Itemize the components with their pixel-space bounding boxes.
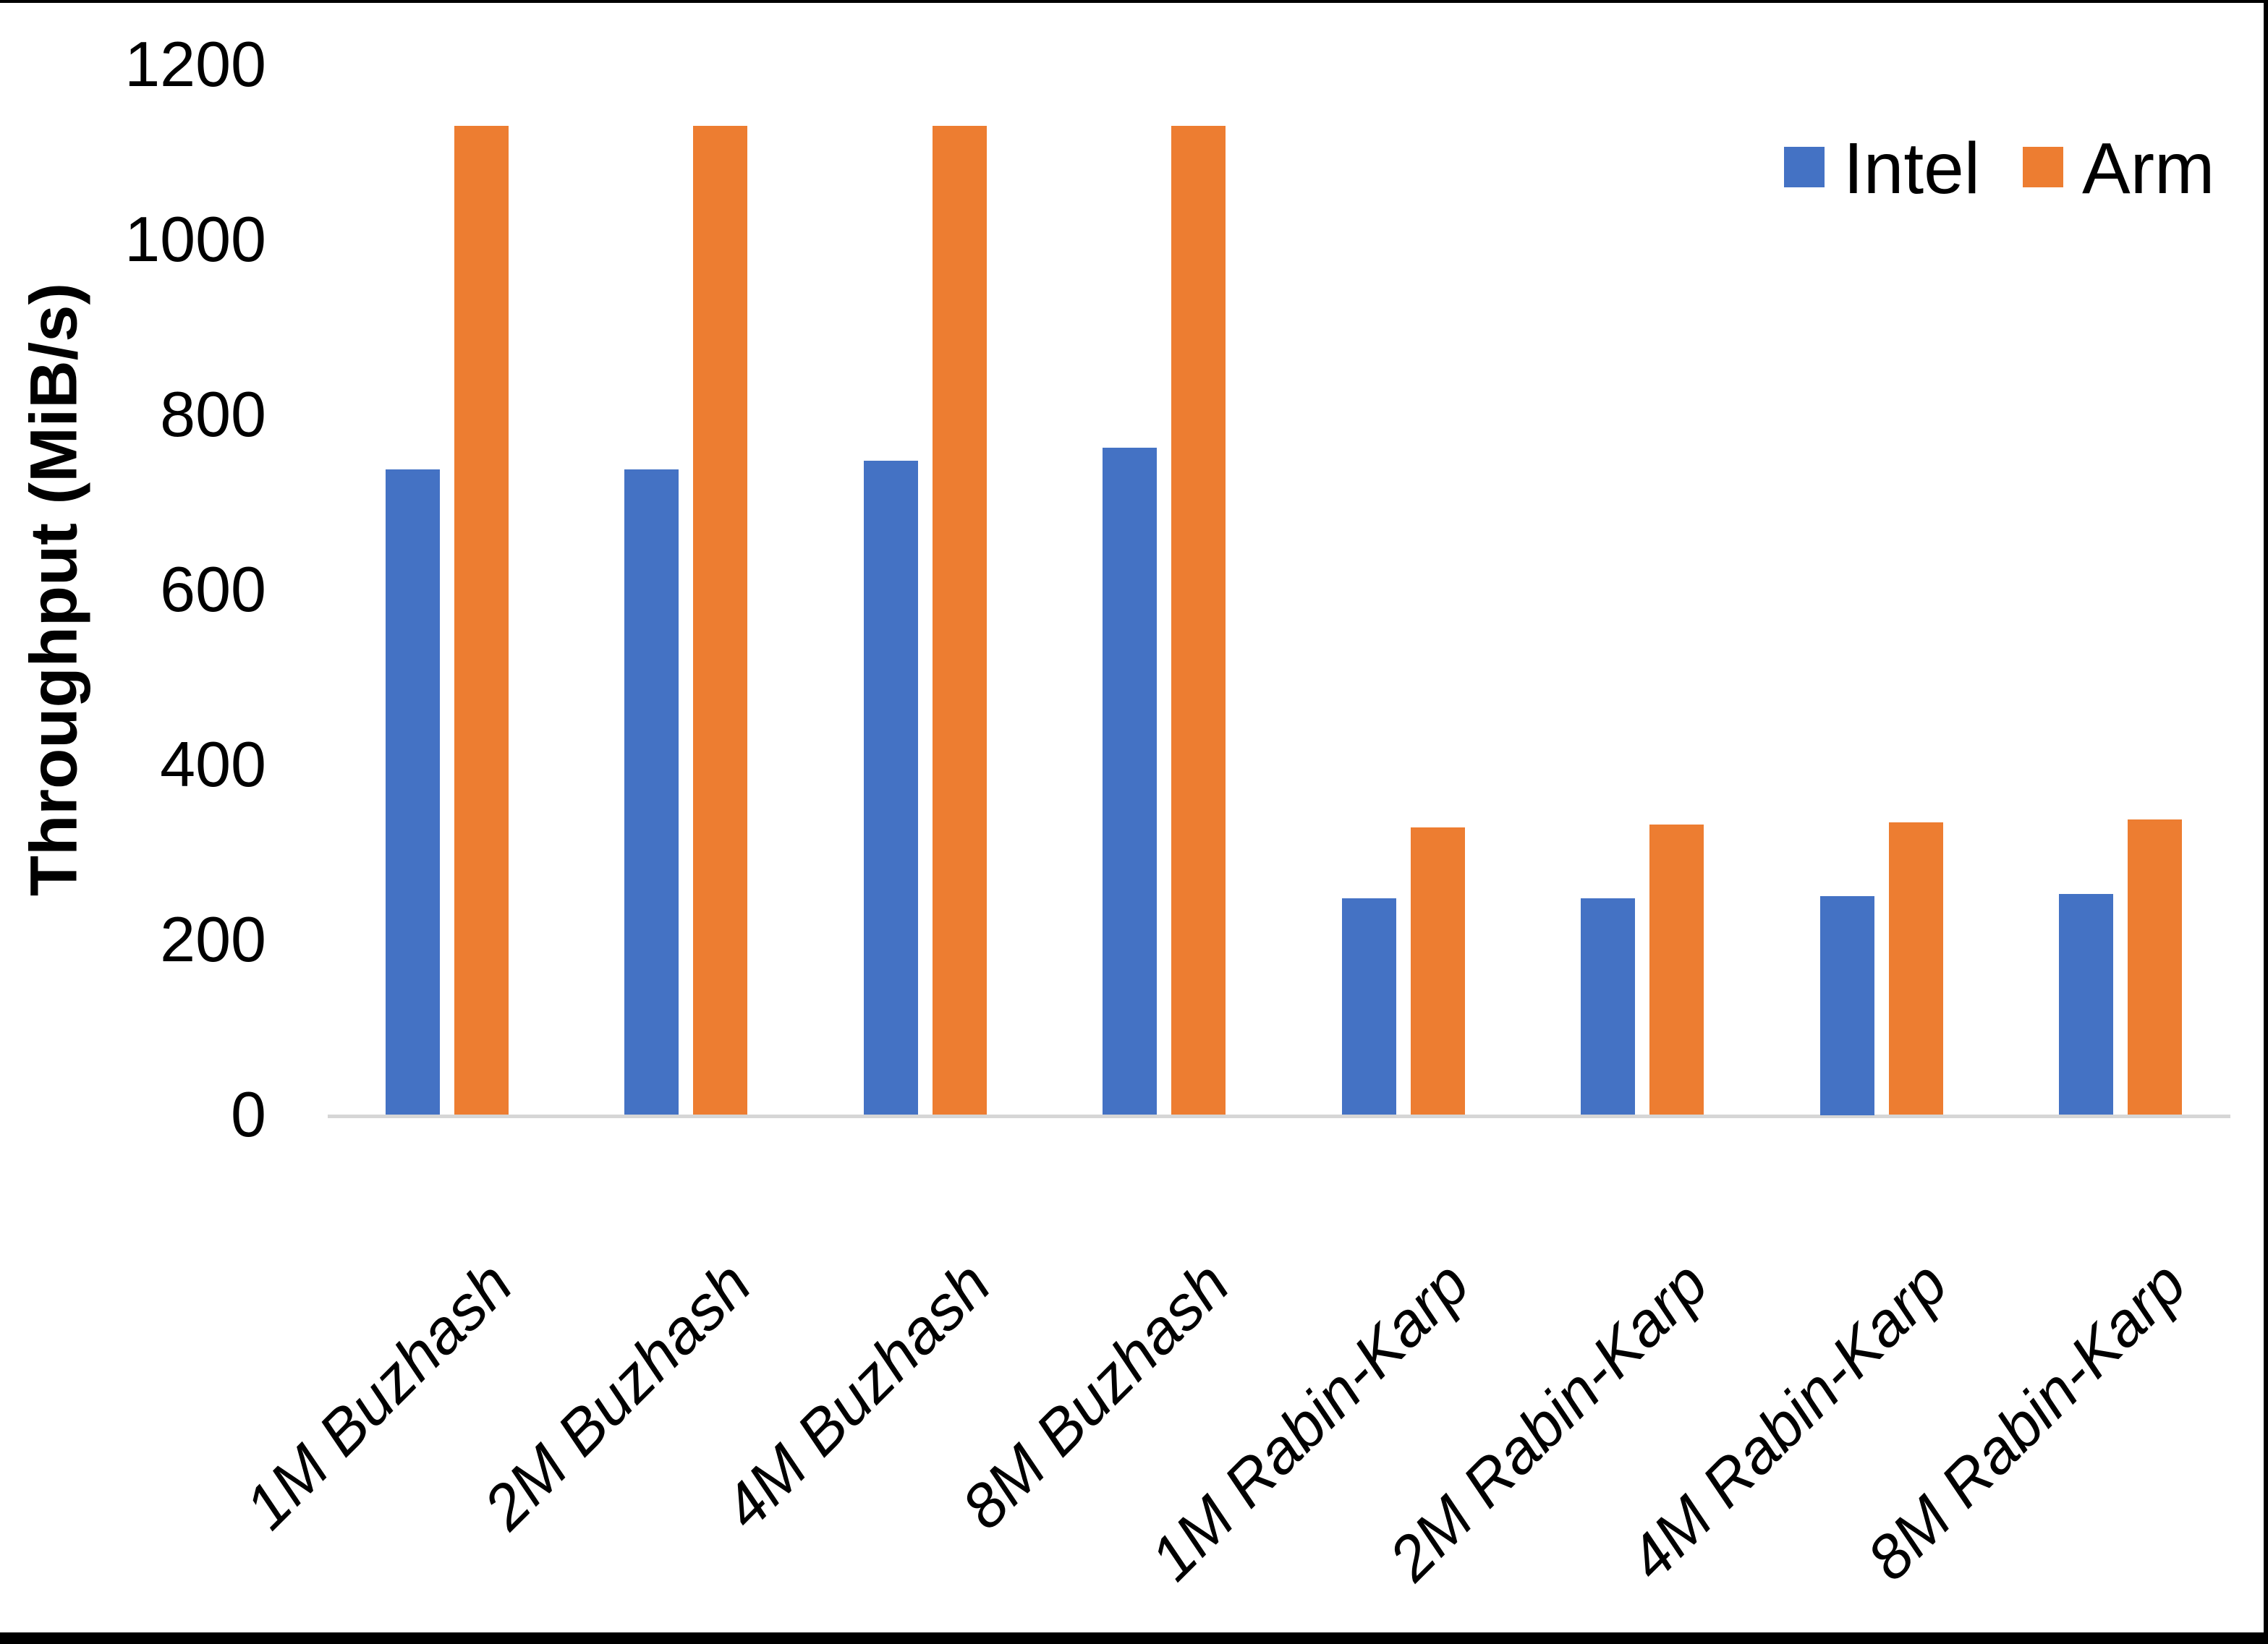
bar-arm-1m-rabin-karp	[1411, 827, 1465, 1115]
bar-intel-4m-buzhash	[864, 461, 918, 1115]
legend-swatch-intel	[1784, 147, 1825, 187]
window-border-right	[2264, 0, 2268, 1644]
bar-arm-4m-rabin-karp	[1889, 822, 1943, 1115]
x-axis-line	[328, 1115, 2230, 1118]
bar-arm-1m-buzhash	[454, 126, 509, 1115]
bar-arm-8m-buzhash	[1171, 126, 1226, 1115]
legend-label-arm: Arm	[2082, 128, 2215, 209]
bar-arm-4m-buzhash	[933, 126, 987, 1115]
legend-label-intel: Intel	[1843, 128, 1981, 209]
bar-arm-2m-buzhash	[693, 126, 747, 1115]
y-tick-1000: 1000	[124, 203, 266, 275]
y-tick-600: 600	[160, 553, 266, 625]
bar-intel-8m-buzhash	[1103, 448, 1157, 1115]
bar-arm-8m-rabin-karp	[2128, 819, 2182, 1115]
bar-intel-2m-rabin-karp	[1581, 898, 1635, 1115]
bar-intel-1m-buzhash	[386, 469, 440, 1115]
window-border-top	[0, 0, 2268, 3]
y-tick-0: 0	[231, 1078, 266, 1150]
bar-intel-2m-buzhash	[624, 469, 679, 1115]
bar-intel-1m-rabin-karp	[1342, 898, 1396, 1115]
y-tick-1200: 1200	[124, 28, 266, 100]
bar-intel-4m-rabin-karp	[1820, 896, 1874, 1115]
y-tick-200: 200	[160, 903, 266, 975]
window-border-bottom	[0, 1632, 2268, 1644]
bar-arm-2m-rabin-karp	[1649, 825, 1704, 1115]
y-tick-800: 800	[160, 378, 266, 450]
y-tick-400: 400	[160, 728, 266, 800]
legend-swatch-arm	[2023, 147, 2063, 187]
bar-intel-8m-rabin-karp	[2059, 894, 2113, 1115]
